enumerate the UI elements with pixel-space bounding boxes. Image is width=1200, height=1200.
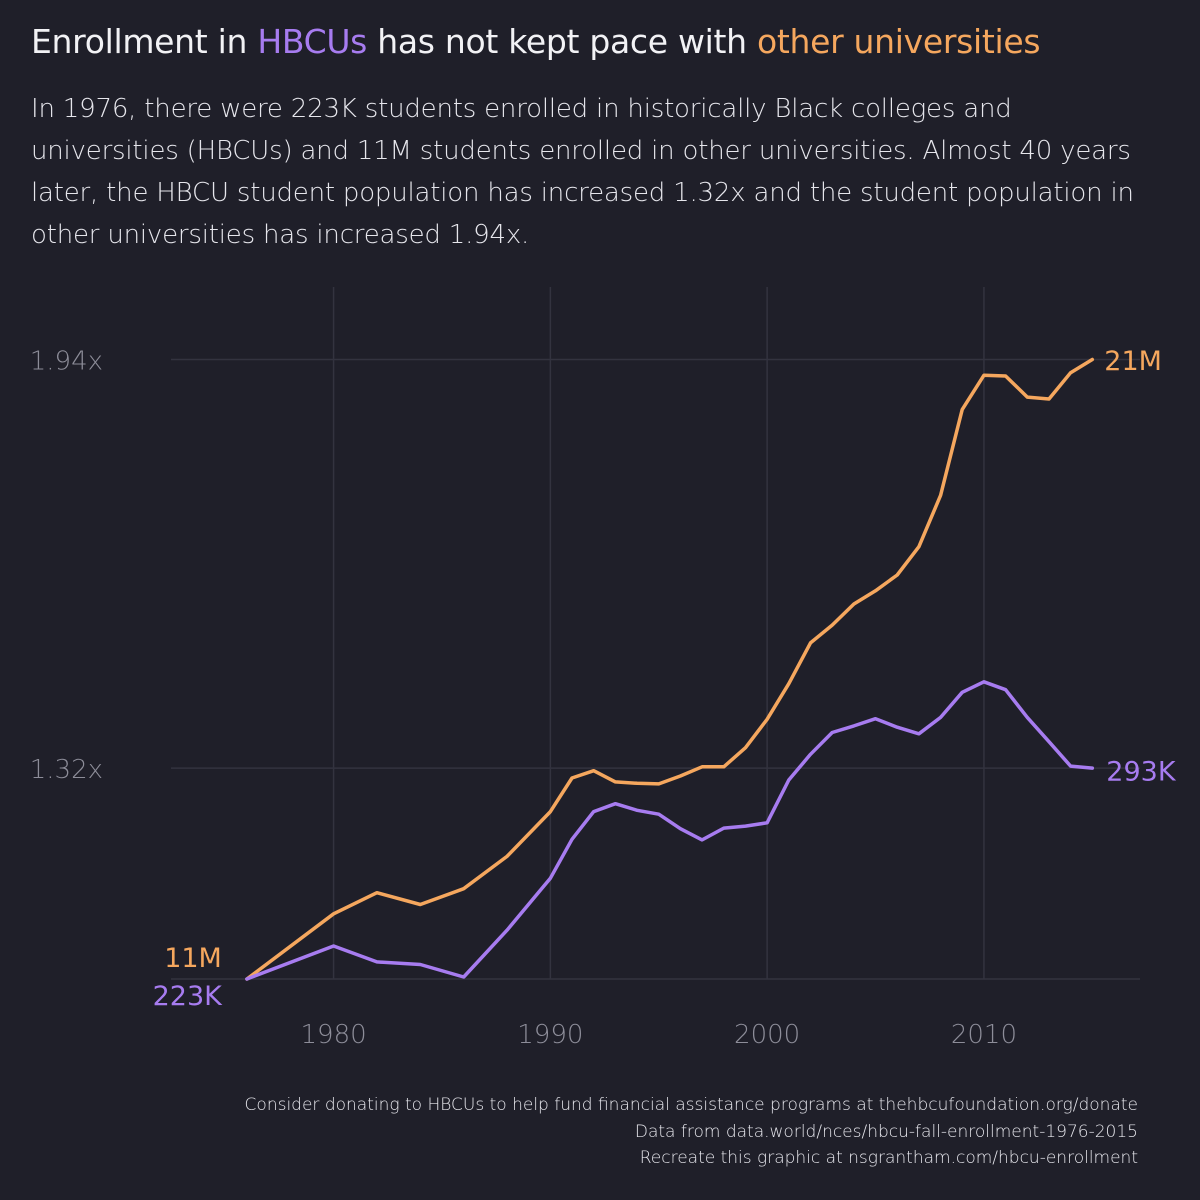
title-other-highlight: other universities [756, 22, 1041, 61]
grid [171, 287, 1140, 980]
x-tick-label-1980: 1980 [300, 1020, 366, 1050]
footer-recreate-link: Recreate this graphic at nsgrantham.com/… [639, 1148, 1138, 1168]
footer-data-source: Data from data.world/nces/hbcu-fall-enro… [634, 1121, 1138, 1142]
footer-notes: Consider donating to HBCUs to help fund … [245, 1092, 1138, 1172]
x-tick-label-2010: 2010 [951, 1020, 1017, 1050]
end-label-hbcu: 293K [1106, 757, 1177, 788]
series-line-hbcu [245, 680, 1095, 981]
series-line-other [245, 357, 1095, 981]
end-label-other: 21M [1104, 346, 1162, 377]
y-tick-label-1.94x: 1.94x [30, 346, 103, 376]
title-prefix: Enrollment in [31, 22, 258, 61]
series-labels: 11M 21M 223K 293K [153, 346, 1177, 1012]
y-tick-label-1.32x: 1.32x [30, 755, 103, 785]
title-hbcu-highlight: HBCUs [257, 22, 368, 61]
x-tick-label-2000: 2000 [734, 1020, 800, 1050]
title-middle: has not kept pace with [367, 22, 757, 61]
axes: 1980 1990 2000 2010 1.32x 1.94x [30, 346, 1017, 1050]
chart-subtitle: In 1976, there were 223K students enroll… [31, 94, 1134, 250]
series-lines [245, 357, 1095, 981]
start-label-other: 11M [164, 943, 222, 974]
footer-donate-note: Consider donating to HBCUs to help fund … [244, 1095, 1138, 1115]
start-label-hbcu: 223K [153, 981, 224, 1012]
x-tick-label-1990: 1990 [517, 1020, 583, 1050]
chart-title: Enrollment in HBCUs has not kept pace wi… [31, 22, 1041, 61]
